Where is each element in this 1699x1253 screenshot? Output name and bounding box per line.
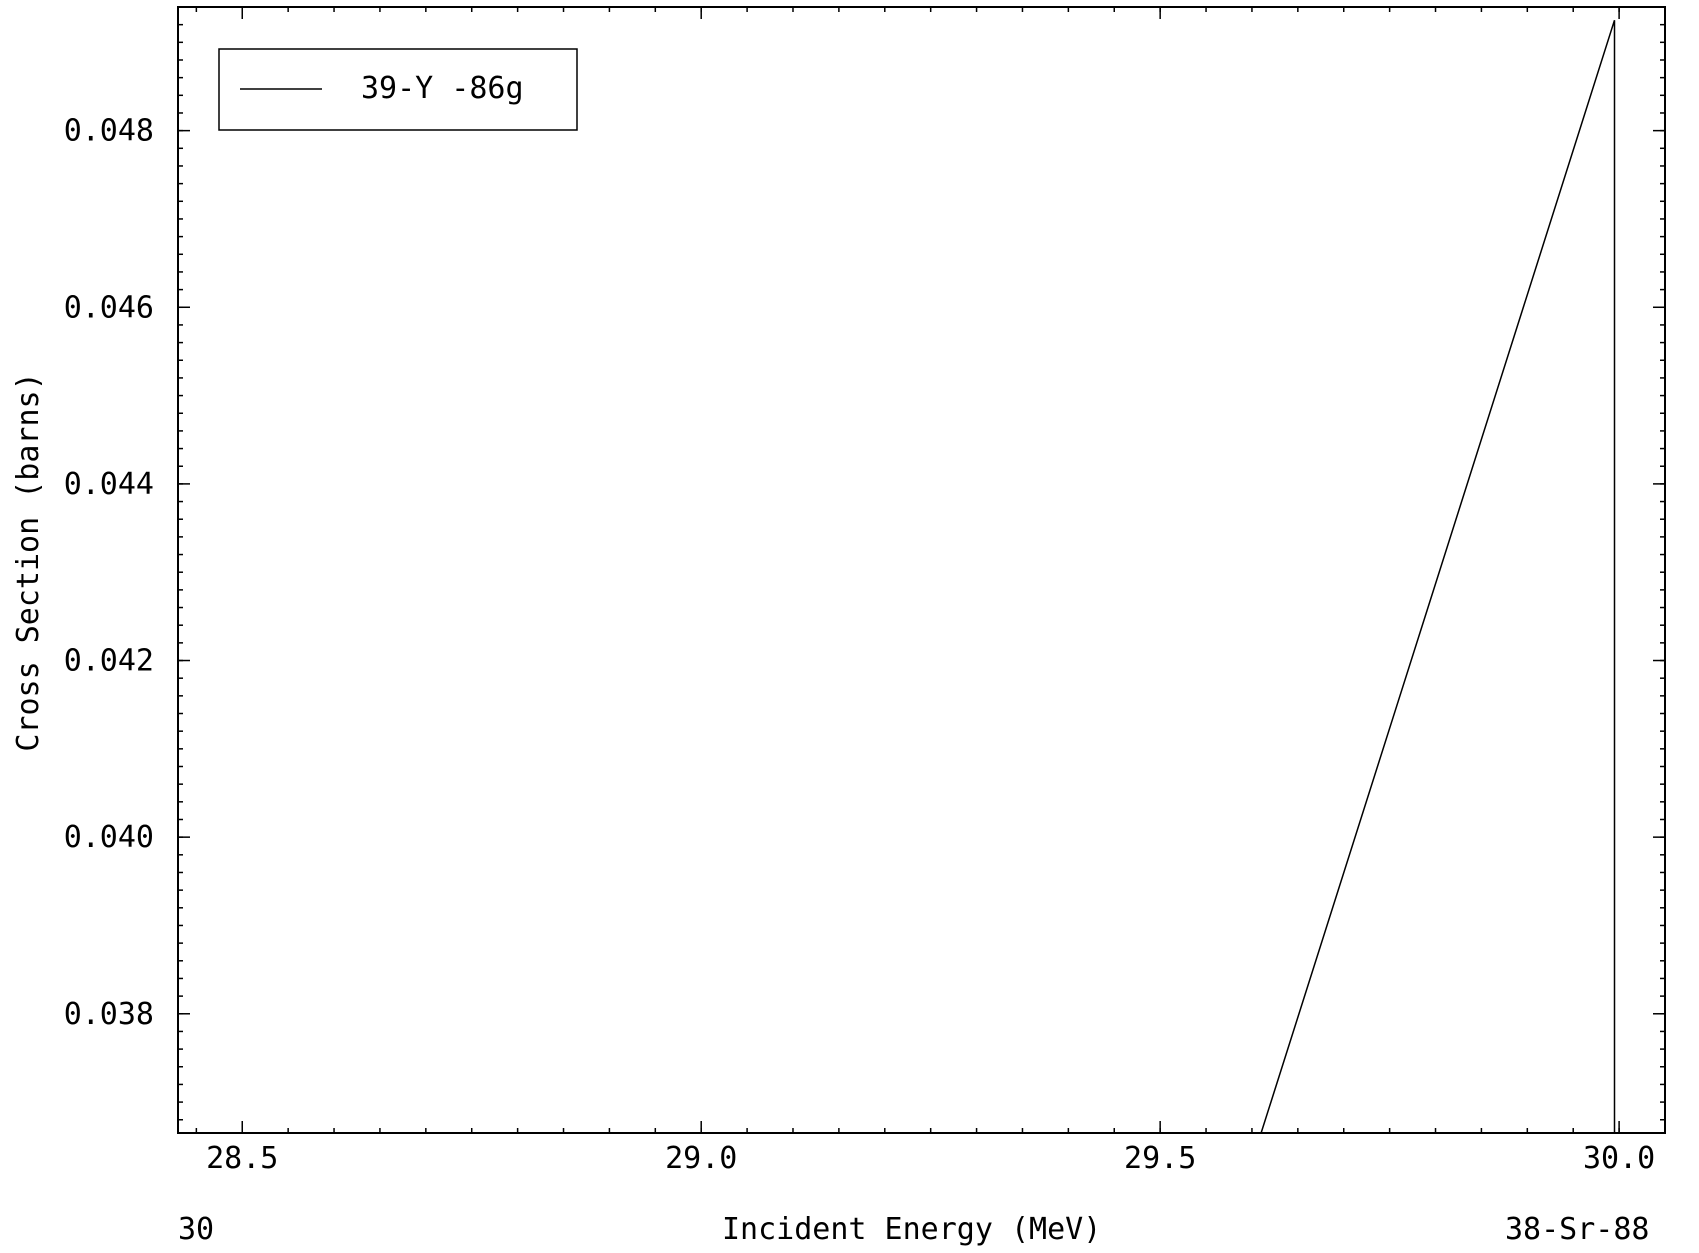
plot-frame — [177, 6, 1666, 1134]
footer-left-label: 30 — [178, 1212, 215, 1247]
x-tick-label: 29.0 — [665, 1141, 737, 1176]
y-tick-label: 0.046 — [64, 290, 154, 325]
y-tick-label: 0.044 — [64, 467, 154, 502]
x-tick-label: 29.5 — [1124, 1141, 1196, 1176]
series-lines — [1260, 19, 1616, 1134]
y-tick-label: 0.040 — [64, 820, 154, 855]
footer-right-label: 38-Sr-88 — [1505, 1212, 1650, 1247]
legend-label: 39-Y -86g — [361, 71, 524, 106]
x-tick-label: 28.5 — [206, 1141, 278, 1176]
y-tick-label: 0.048 — [64, 114, 154, 149]
series-line — [1260, 19, 1616, 1134]
x-tick-label: 30.0 — [1583, 1141, 1655, 1176]
y-axis-label: Cross Section (barns) — [11, 372, 46, 751]
y-tick-label: 0.042 — [64, 644, 154, 679]
x-axis-label: Incident Energy (MeV) — [722, 1212, 1102, 1247]
y-tick-label: 0.038 — [64, 997, 154, 1032]
legend: 39-Y -86g — [218, 48, 578, 131]
axis-ticks — [178, 6, 1666, 1133]
tick-labels: 0.038 0.040 0.042 0.044 0.046 0.048 28.5 29.0 29… — [64, 114, 1656, 1176]
